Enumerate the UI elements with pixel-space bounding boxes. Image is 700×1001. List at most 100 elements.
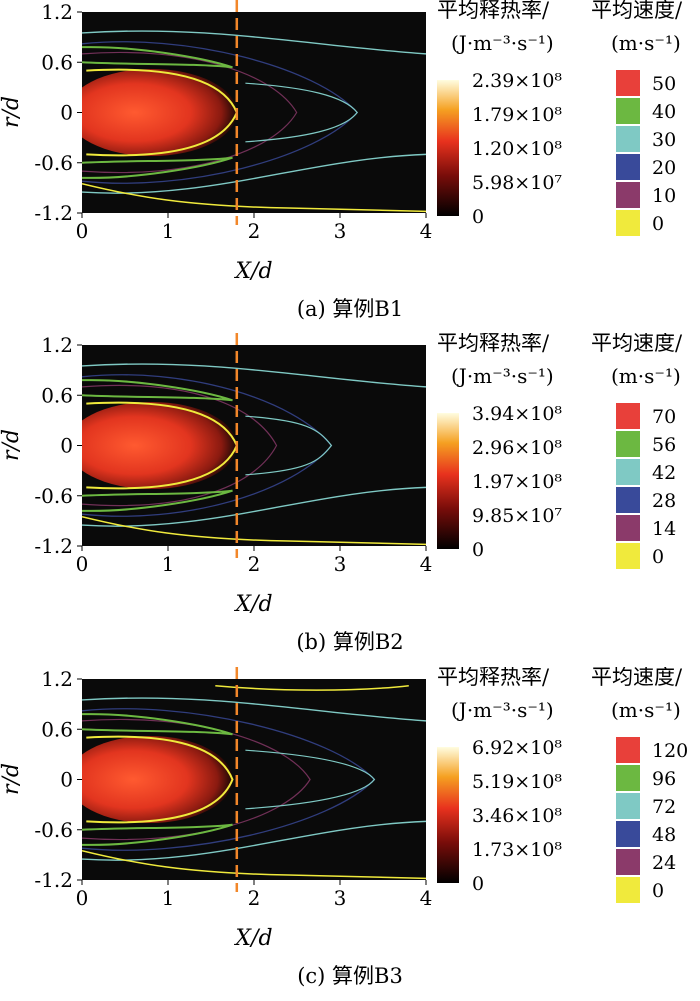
x-axis-label: X/d [233,926,272,951]
heat-colorbar-label: 3.94×10⁸ [472,403,562,425]
velocity-contour [86,735,234,824]
y-tick-label: 0 [60,434,73,458]
heat-colorbar-label: 5.19×10⁸ [472,771,562,793]
velocity-contour [82,820,426,861]
velocity-legend-swatch [616,877,640,903]
velocity-legend-label: 42 [652,462,676,484]
heat-release-region [82,68,237,157]
velocity-contour [82,363,426,388]
x-tick-label: 4 [420,886,433,910]
x-tick-label: 1 [162,219,175,243]
velocity-legend-label: 30 [652,129,676,151]
velocity-legend-swatch [616,459,640,485]
heat-colorbar-label: 3.46×10⁸ [472,805,562,827]
velocity-contour [82,182,426,213]
y-tick-label: -1.2 [34,201,73,225]
velocity-legend-swatch [616,765,640,791]
y-tick-label: -0.6 [34,484,73,508]
velocity-legend-label: 50 [652,73,676,95]
y-tick-label: 0.6 [41,50,73,74]
velocity-legend-label: 28 [652,490,676,512]
heat-colorbar-label: 1.20×10⁸ [472,138,562,160]
velocity-contour [245,82,358,143]
heat-colorbar [437,747,459,883]
heat-colorbar-label: 5.98×10⁷ [472,172,562,194]
x-axis-label: X/d [233,259,272,284]
velocity-legend-label: 40 [652,101,676,123]
chart-panel: 0 1 2 3 4 1.2 0.6 0 -0.6 -1.2 X/d r/d (b) 算例B2 平均释热率/… [0,333,700,666]
x-tick-label: 3 [334,219,347,243]
velocity-contour [82,823,233,846]
velocity-legend-label: 120 [652,740,688,762]
x-tick-label: 1 [162,552,175,576]
heat-colorbar-unit: (J·m⁻³·s⁻¹) [451,698,554,722]
y-tick-label: -1.2 [34,868,73,892]
velocity-contour [82,156,233,179]
velocity-legend-swatch [616,849,640,875]
velocity-contour [82,51,298,174]
velocity-legend-label: 14 [652,518,676,540]
velocity-legend-label: 10 [652,185,676,207]
velocity-legend-unit: (m·s⁻¹) [611,698,681,722]
figure-caption: (b) 算例B2 [296,630,403,654]
x-tick-label: 4 [420,219,433,243]
velocity-contour [82,697,426,722]
velocity-legend-swatch [616,403,640,429]
velocity-legend-title: 平均速度/ [591,667,683,689]
y-axis-label: r/d [0,763,24,795]
velocity-contour [82,30,426,55]
heat-colorbar [437,80,459,216]
heat-colorbar-label: 6.92×10⁸ [472,737,562,759]
x-tick-label: 4 [420,552,433,576]
velocity-legend-unit: (m·s⁻¹) [611,31,681,55]
heat-colorbar-label: 2.39×10⁸ [472,70,562,92]
velocity-legend-swatch [616,515,640,541]
velocity-legend-label: 20 [652,157,676,179]
x-tick-label: 0 [76,219,89,243]
velocity-legend-swatch [616,126,640,152]
figure-caption: (a) 算例B1 [297,297,403,321]
y-tick-label: -0.6 [34,151,73,175]
velocity-legend-unit: (m·s⁻¹) [611,364,681,388]
x-tick-label: 2 [248,219,261,243]
heat-colorbar-unit: (J·m⁻³·s⁻¹) [451,364,554,388]
x-axis-label: X/d [233,592,272,617]
velocity-legend-swatch [616,487,640,513]
heat-colorbar-label: 0 [472,539,484,561]
heat-colorbar-title: 平均释热率/ [437,667,550,689]
velocity-legend-label: 0 [652,546,664,568]
heat-colorbar-label: 0 [472,206,484,228]
x-tick-label: 1 [162,886,175,910]
velocity-legend-swatch [616,793,640,819]
heat-colorbar-title: 平均释热率/ [437,0,550,22]
heat-release-region [82,735,233,824]
velocity-legend-swatch [616,70,640,96]
y-tick-label: 0 [60,768,73,792]
heat-colorbar-label: 0 [472,873,484,895]
y-tick-label: 0 [60,101,73,125]
heat-colorbar-label: 9.85×10⁷ [472,505,562,527]
velocity-legend-title: 平均速度/ [591,333,683,355]
y-axis-label: r/d [0,429,24,461]
x-tick-label: 2 [248,886,261,910]
velocity-legend-label: 70 [652,406,676,428]
velocity-contour [82,515,426,546]
velocity-contour [82,489,233,512]
velocity-legend-title: 平均速度/ [591,0,683,22]
y-tick-label: -1.2 [34,534,73,558]
y-tick-label: 1.2 [41,333,73,357]
velocity-legend-label: 72 [652,796,676,818]
velocity-legend-label: 96 [652,768,676,790]
velocity-contour [215,684,409,691]
velocity-contour [245,749,376,810]
heat-colorbar-label: 1.73×10⁸ [472,839,562,861]
chart-svg: 0 1 2 3 4 1.2 0.6 0 -0.6 -1.2 X/d r/d (b) 算例B2 平均释热率/… [0,333,683,654]
heat-colorbar-label: 2.96×10⁸ [472,437,562,459]
velocity-legend-swatch [616,98,640,124]
velocity-contour [82,379,233,402]
velocity-legend-swatch [616,543,640,569]
heat-colorbar-label: 1.97×10⁸ [472,471,562,493]
y-tick-label: -0.6 [34,818,73,842]
x-tick-label: 3 [334,886,347,910]
y-tick-label: 1.2 [41,667,73,691]
